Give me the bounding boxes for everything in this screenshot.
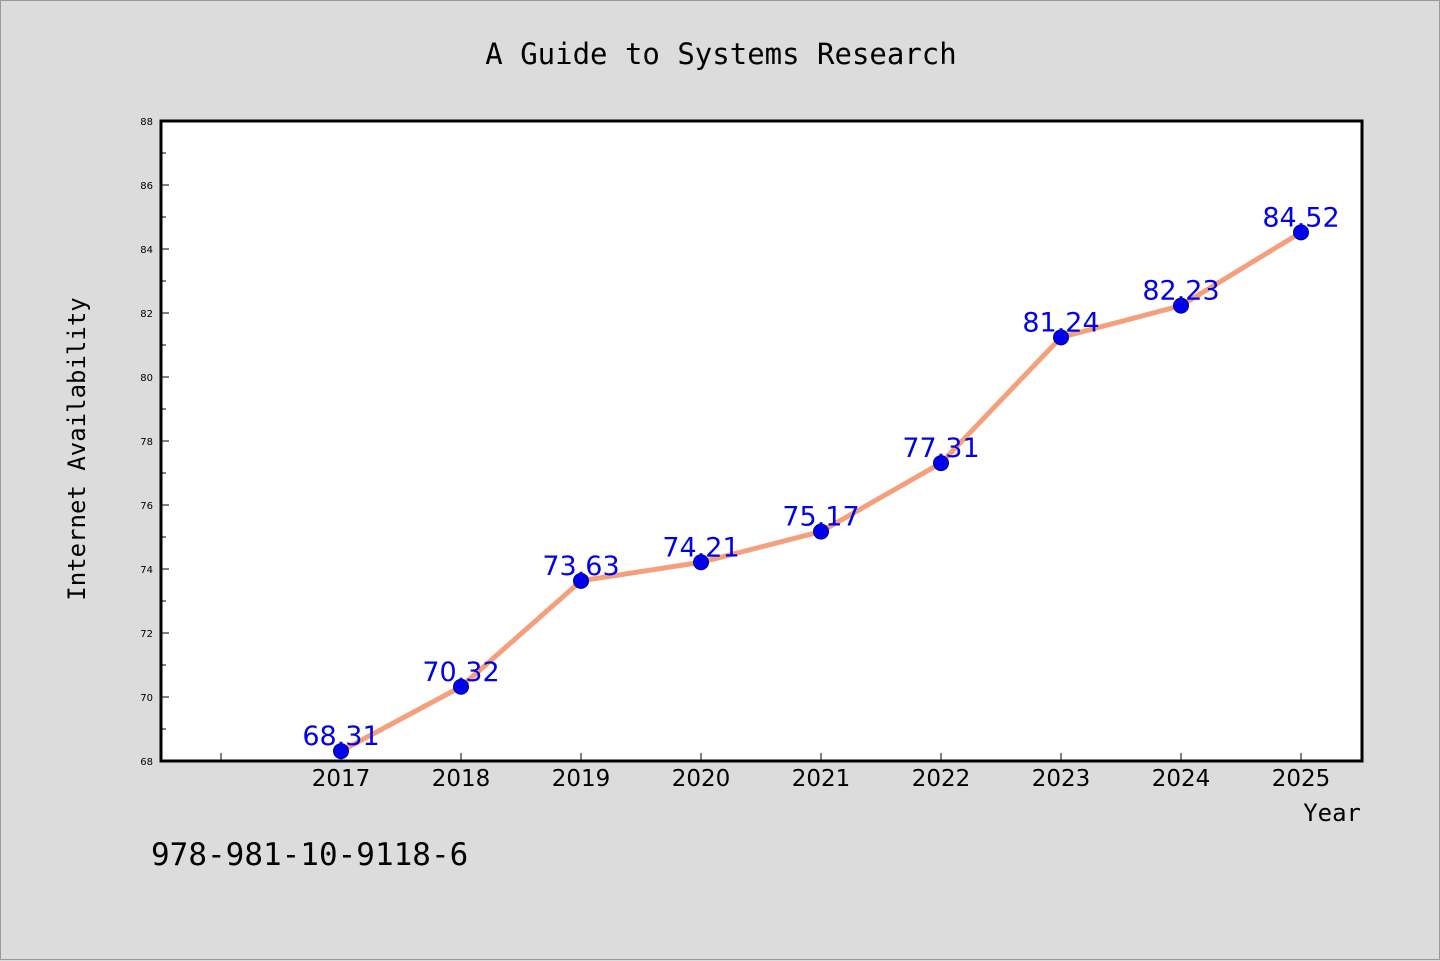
x-tick-label: 2019	[552, 766, 611, 792]
data-point	[933, 455, 949, 472]
data-point	[333, 743, 349, 760]
x-axis: 2017 2018 2019 2020 2021 2022 2023 2024 2025	[220, 753, 1331, 792]
y-tick-label: 76	[140, 501, 153, 512]
x-tick-label: 2018	[432, 766, 491, 792]
x-tick-label: 2020	[672, 766, 731, 792]
data-point	[693, 554, 709, 571]
y-tick-label: 74	[140, 565, 153, 576]
y-tick-label: 78	[140, 437, 153, 448]
data-label: 70.32	[422, 657, 499, 688]
data-point	[573, 572, 589, 589]
data-point	[1293, 224, 1309, 241]
y-tick-label: 82	[140, 309, 153, 320]
data-label: 84.52	[1262, 202, 1339, 233]
y-tick-label: 80	[140, 373, 153, 384]
data-label: 82.23	[1142, 276, 1219, 307]
x-tick-label: 2017	[312, 766, 371, 792]
chart-title: A Guide to Systems Research	[485, 37, 956, 71]
data-point	[1053, 329, 1069, 346]
x-tick-label: 2024	[1152, 766, 1211, 792]
y-tick-label: 88	[140, 117, 153, 128]
data-label: 75.17	[782, 502, 859, 533]
y-tick-label: 84	[140, 245, 153, 256]
y-tick-label: 68	[140, 757, 153, 768]
data-point	[813, 523, 829, 540]
y-tick-label: 72	[140, 629, 153, 640]
data-point	[453, 678, 469, 695]
y-tick-label: 70	[140, 693, 153, 704]
data-point	[1173, 297, 1189, 314]
data-label: 74.21	[662, 532, 739, 563]
data-label: 77.31	[902, 433, 979, 464]
y-axis: 68 70 72 74 76 78 80 82 84 86 88	[140, 117, 169, 768]
data-label: 81.24	[1022, 307, 1099, 338]
x-tick-label: 2025	[1272, 766, 1331, 792]
x-tick-label: 2022	[912, 766, 971, 792]
plot-area	[159, 119, 1364, 763]
y-tick-label: 86	[140, 181, 153, 192]
isbn-text: 978-981-10-9118-6	[151, 837, 468, 873]
series-group: 68.31 70.32 73.63 74.21 75.17 77.31 81.24 82.23…	[302, 202, 1340, 760]
data-label: 73.63	[542, 551, 619, 582]
x-axis-label: Year	[1303, 799, 1361, 827]
y-axis-label: Internet Availability	[63, 297, 91, 600]
x-tick-label: 2023	[1032, 766, 1091, 792]
data-label: 68.31	[302, 721, 379, 752]
x-tick-label: 2021	[792, 766, 851, 792]
